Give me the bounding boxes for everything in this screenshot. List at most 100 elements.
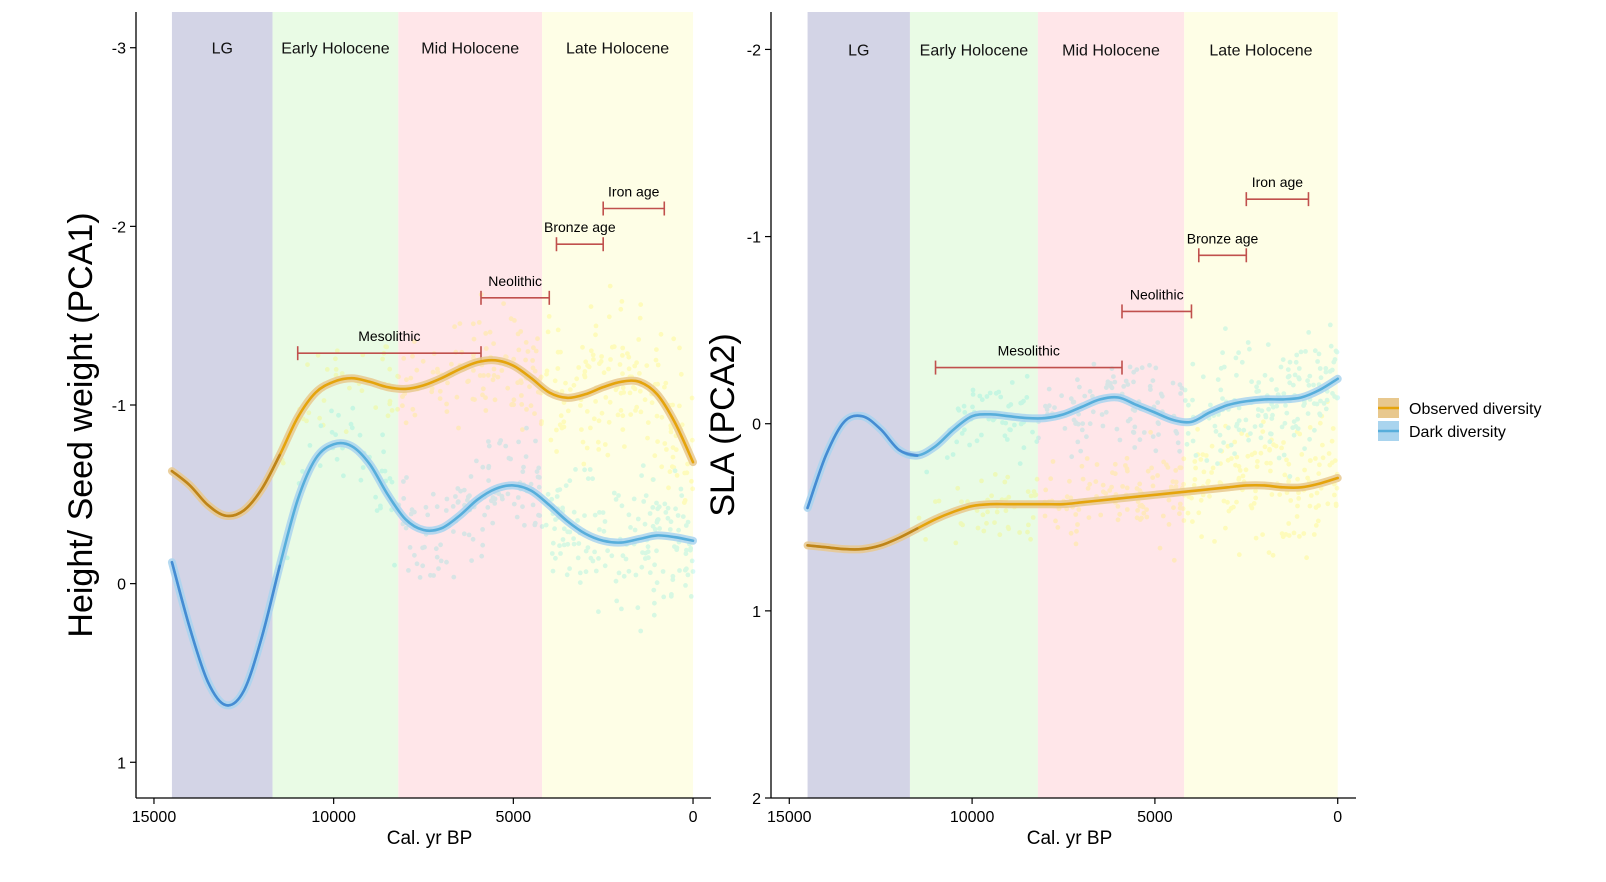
scatter-point [677,403,682,409]
scatter-point [613,578,619,584]
scatter-point [1301,531,1307,536]
scatter-point [675,513,681,518]
scatter-point [348,421,354,427]
scatter-point [1062,426,1068,431]
scatter-point [1280,534,1286,540]
scatter-point [1270,404,1276,410]
scatter-point [654,518,660,523]
scatter-point [1226,508,1232,514]
scatter-point [1079,463,1085,469]
scatter-point [1145,468,1151,474]
scatter-point [1260,429,1266,434]
scatter-point [528,403,534,409]
scatter-point [1234,421,1240,427]
scatter-point [1120,484,1125,489]
scatter-point [1182,387,1188,393]
scatter-point [567,566,572,571]
scatter-point [544,368,550,374]
scatter-point [519,402,525,407]
scatter-point [1131,430,1137,435]
scatter-point [1329,460,1335,465]
scatter-point [1206,478,1211,484]
period-band-early-holocene [272,12,399,798]
scatter-point [992,520,997,525]
scatter-point [591,357,596,362]
scatter-point [642,397,648,403]
scatter-point [1284,457,1289,463]
scatter-point [545,329,551,335]
scatter-point [654,580,660,586]
legend-label-dark: Dark diversity [1409,424,1506,441]
scatter-point [1236,477,1242,482]
scatter-point [1245,453,1251,459]
scatter-point [1311,532,1317,537]
scatter-point [606,366,611,372]
scatter-point [634,360,639,366]
scatter-point [967,442,972,448]
scatter-point [425,512,431,518]
scatter-point [684,547,689,553]
scatter-point [636,337,642,342]
scatter-point [1266,406,1271,412]
scatter-point [525,349,531,354]
scatter-point [680,514,686,519]
scatter-point [1070,399,1076,405]
scatter-point [1313,523,1319,528]
scatter-point [1281,440,1286,445]
period-label-mid-holocene: Mid Holocene [1062,42,1160,59]
scatter-point [583,359,589,365]
scatter-point [582,369,588,374]
scatter-point [1087,389,1093,394]
scatter-point [511,397,517,403]
scatter-point [1317,411,1322,417]
scatter-point [953,540,959,546]
scatter-point [1139,365,1145,371]
period-label-lg: LG [212,41,233,58]
scatter-point [669,464,675,470]
period-label-early-holocene: Early Holocene [281,41,390,58]
scatter-point [400,394,405,399]
scatter-point [404,475,409,480]
scatter-point [401,479,406,484]
scatter-point [590,558,596,564]
scatter-point [581,461,587,467]
scatter-point [645,435,650,441]
scatter-point [1332,357,1338,362]
scatter-point [1304,555,1309,561]
scatter-point [632,363,638,369]
scatter-point [1236,552,1242,558]
scatter-point [578,403,583,408]
scatter-point [435,369,441,375]
scatter-point [587,467,593,472]
scatter-point [1317,462,1322,468]
era-label-iron-age: Iron age [608,184,660,200]
scatter-point [534,469,540,474]
scatter-point [605,452,611,458]
scatter-point [468,474,474,479]
scatter-point [420,358,426,364]
scatter-point [641,499,647,504]
scatter-point [1286,373,1292,379]
scatter-point [1262,444,1268,450]
scatter-point [579,427,584,432]
scatter-point [1270,412,1275,418]
scatter-point [1093,479,1099,484]
scatter-point [1296,366,1302,371]
scatter-point [606,314,612,320]
era-label-mesolithic: Mesolithic [998,343,1060,359]
scatter-point [1190,519,1195,524]
scatter-point [621,390,627,395]
scatter-point [1080,476,1086,482]
scatter-point [676,527,681,533]
scatter-point [590,476,595,482]
x-axis-title: Cal. yr BP [387,828,473,849]
scatter-point [307,443,313,448]
scatter-point [455,499,461,504]
scatter-point [657,526,662,531]
scatter-point [321,398,327,403]
scatter-point [1148,429,1153,435]
scatter-point [428,572,433,578]
scatter-point [523,454,529,459]
scatter-point [650,505,656,510]
